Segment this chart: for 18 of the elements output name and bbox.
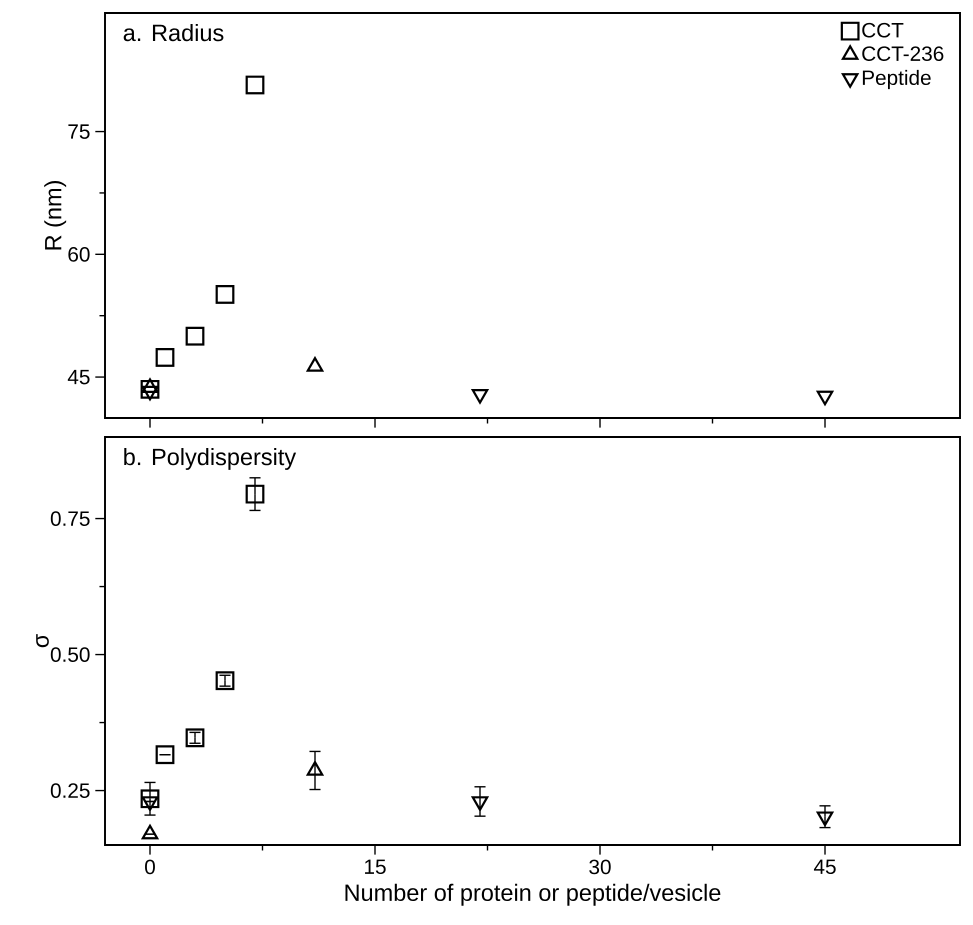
x-tick-label: 0: [145, 860, 155, 874]
chart-title: b. Polydispersity: [124, 448, 296, 470]
chart-title: a. Radius: [124, 24, 224, 42]
y-axis-title: σ: [36, 634, 49, 648]
y-axis-title: R (nm): [44, 181, 66, 250]
y-tick-label: 60: [68, 247, 90, 262]
legend-label: CCT: [862, 22, 904, 38]
y-tick-label: 45: [68, 370, 90, 384]
x-tick-label: 45: [814, 860, 836, 874]
y-tick-label: 0.75: [50, 511, 90, 526]
legend-label: CCT-236: [862, 46, 944, 62]
y-tick-label: 0.25: [50, 783, 90, 798]
y-tick-label: 75: [68, 124, 90, 139]
y-tick-label: 0.50: [50, 647, 90, 662]
legend-label: Peptide: [862, 70, 931, 90]
x-tick-label: 15: [365, 860, 386, 874]
x-axis-title: Number of protein or peptide/vesicle: [345, 884, 720, 906]
x-tick-label: 30: [589, 860, 611, 874]
